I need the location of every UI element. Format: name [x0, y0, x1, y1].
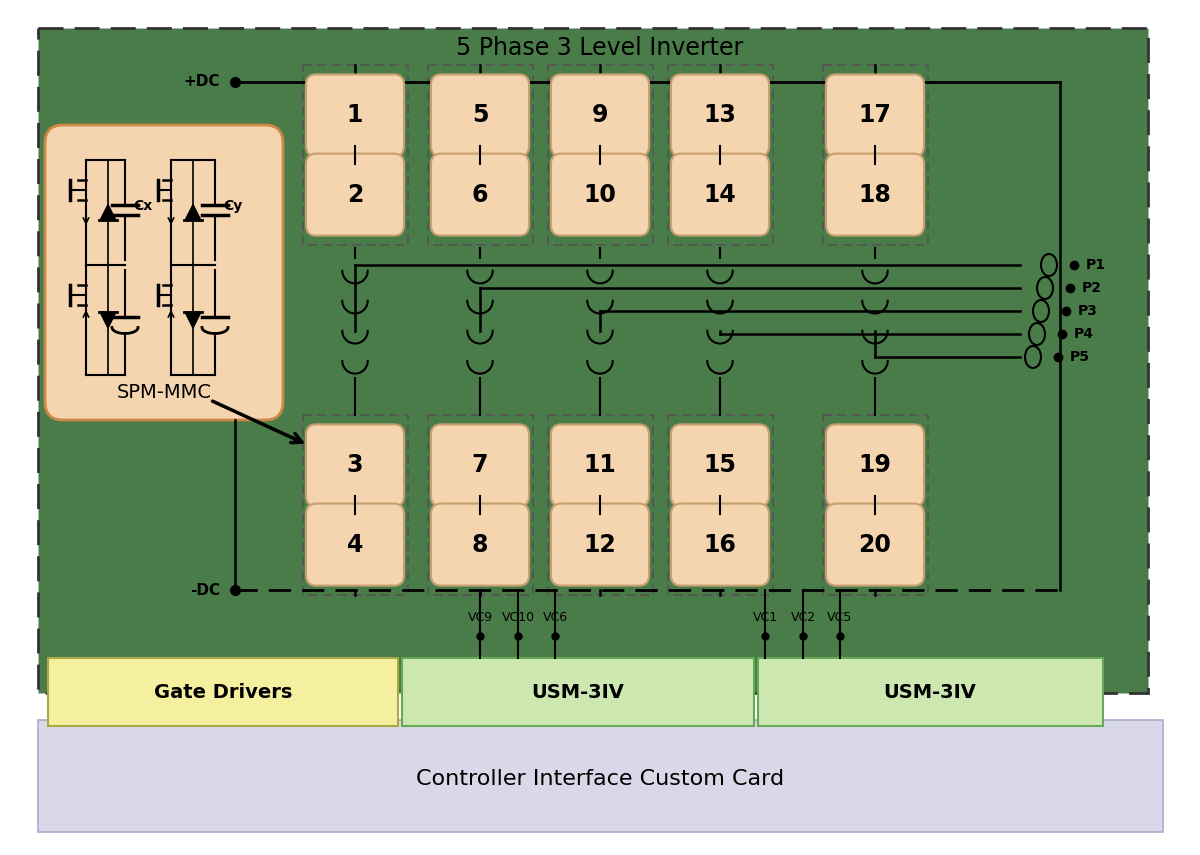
FancyBboxPatch shape — [551, 424, 649, 506]
Text: VC2: VC2 — [791, 611, 816, 624]
Text: 11: 11 — [583, 453, 617, 477]
Text: USM-3IV: USM-3IV — [883, 682, 977, 701]
FancyBboxPatch shape — [306, 424, 404, 506]
Text: 18: 18 — [858, 183, 892, 207]
Text: 10: 10 — [583, 183, 617, 207]
Text: VC6: VC6 — [542, 611, 568, 624]
FancyBboxPatch shape — [431, 424, 529, 506]
FancyBboxPatch shape — [671, 504, 769, 586]
Text: 5: 5 — [472, 103, 488, 127]
FancyBboxPatch shape — [826, 154, 924, 236]
Text: +DC: +DC — [184, 74, 220, 90]
Text: SPM-MMC: SPM-MMC — [116, 382, 211, 402]
Text: P3: P3 — [1078, 304, 1098, 318]
FancyBboxPatch shape — [826, 424, 924, 506]
FancyBboxPatch shape — [671, 154, 769, 236]
Text: 5 Phase 3 Level Inverter: 5 Phase 3 Level Inverter — [456, 36, 744, 60]
Text: P4: P4 — [1074, 327, 1094, 341]
Text: VC1: VC1 — [752, 611, 778, 624]
FancyBboxPatch shape — [826, 504, 924, 586]
FancyBboxPatch shape — [431, 504, 529, 586]
FancyBboxPatch shape — [551, 154, 649, 236]
FancyBboxPatch shape — [826, 74, 924, 156]
FancyBboxPatch shape — [671, 424, 769, 506]
Text: 3: 3 — [347, 453, 364, 477]
Text: 12: 12 — [583, 533, 617, 557]
Text: 14: 14 — [703, 183, 737, 207]
Bar — [302, 415, 408, 595]
Bar — [758, 658, 1103, 726]
FancyBboxPatch shape — [306, 504, 404, 586]
Text: 16: 16 — [703, 533, 737, 557]
Bar — [302, 65, 408, 245]
Text: USM-3IV: USM-3IV — [532, 682, 624, 701]
Bar — [667, 415, 773, 595]
Text: Gate Drivers: Gate Drivers — [154, 682, 292, 701]
Text: 7: 7 — [472, 453, 488, 477]
Bar — [547, 415, 653, 595]
FancyBboxPatch shape — [306, 74, 404, 156]
FancyBboxPatch shape — [551, 74, 649, 156]
FancyBboxPatch shape — [551, 504, 649, 586]
Bar — [402, 658, 754, 726]
Text: P1: P1 — [1086, 258, 1106, 272]
Text: 1: 1 — [347, 103, 364, 127]
Polygon shape — [185, 312, 202, 328]
Bar — [38, 720, 1163, 832]
Text: 9: 9 — [592, 103, 608, 127]
FancyBboxPatch shape — [431, 154, 529, 236]
Text: P5: P5 — [1070, 350, 1090, 364]
Bar — [48, 658, 398, 726]
Text: VC10: VC10 — [502, 611, 534, 624]
Text: -DC: -DC — [190, 582, 220, 598]
Bar — [427, 415, 533, 595]
Text: Cx: Cx — [133, 199, 152, 213]
FancyBboxPatch shape — [46, 125, 283, 420]
Bar — [822, 415, 928, 595]
Polygon shape — [100, 312, 116, 328]
Text: 13: 13 — [703, 103, 737, 127]
Polygon shape — [100, 204, 116, 221]
Bar — [822, 65, 928, 245]
Text: 4: 4 — [347, 533, 364, 557]
Text: 19: 19 — [858, 453, 892, 477]
FancyBboxPatch shape — [431, 74, 529, 156]
Bar — [547, 65, 653, 245]
FancyBboxPatch shape — [306, 154, 404, 236]
Text: 2: 2 — [347, 183, 364, 207]
Text: VC9: VC9 — [468, 611, 492, 624]
Bar — [427, 65, 533, 245]
Text: 15: 15 — [703, 453, 737, 477]
Bar — [667, 65, 773, 245]
Text: 17: 17 — [858, 103, 892, 127]
Bar — [38, 28, 1148, 693]
Text: Cy: Cy — [223, 199, 242, 213]
Text: VC5: VC5 — [827, 611, 853, 624]
Text: Controller Interface Custom Card: Controller Interface Custom Card — [416, 769, 784, 789]
FancyBboxPatch shape — [671, 74, 769, 156]
Text: P2: P2 — [1082, 281, 1102, 295]
Text: 8: 8 — [472, 533, 488, 557]
Text: 20: 20 — [858, 533, 892, 557]
Polygon shape — [185, 204, 202, 221]
Text: 6: 6 — [472, 183, 488, 207]
